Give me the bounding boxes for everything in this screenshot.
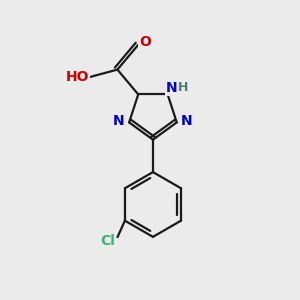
Text: N: N: [165, 81, 177, 95]
Text: N: N: [181, 114, 193, 128]
Text: Cl: Cl: [100, 235, 115, 248]
Text: N: N: [113, 114, 124, 128]
Text: HO: HO: [66, 70, 90, 83]
Text: H: H: [178, 81, 188, 94]
Text: O: O: [139, 35, 151, 49]
